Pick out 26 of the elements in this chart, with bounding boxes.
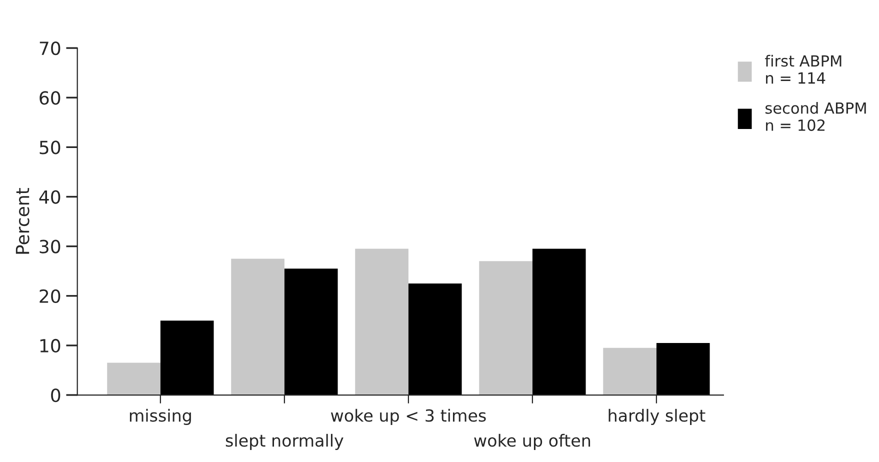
x-tick-label: hardly slept xyxy=(608,408,706,426)
bar xyxy=(656,342,710,396)
legend-label: first ABPM n = 114 xyxy=(765,54,842,84)
bar xyxy=(160,320,214,396)
y-tick-label: 10 xyxy=(40,338,60,353)
bar xyxy=(355,248,408,396)
bar xyxy=(408,283,462,396)
y-axis-title: Percent xyxy=(16,188,30,254)
bar xyxy=(532,248,586,396)
x-tick-label: slept normally xyxy=(226,434,344,450)
y-tick-label: 40 xyxy=(39,190,60,204)
x-tick-label: woke up < 3 times xyxy=(330,408,486,426)
y-tick-label: 60 xyxy=(40,91,60,105)
bar xyxy=(479,261,532,396)
bar xyxy=(231,258,284,396)
y-tick-label: 20 xyxy=(40,289,60,303)
bar xyxy=(107,362,160,396)
y-tick-label: 50 xyxy=(40,140,60,154)
y-tick-label: 0 xyxy=(51,388,60,402)
bar xyxy=(603,348,656,396)
x-tick-label: woke up often xyxy=(474,434,590,450)
y-tick-label: 70 xyxy=(40,42,60,56)
bar xyxy=(284,268,338,396)
x-tick-label: missing xyxy=(130,408,191,426)
y-tick-label: 30 xyxy=(40,240,60,254)
legend-label: second ABPM n = 102 xyxy=(765,102,866,131)
